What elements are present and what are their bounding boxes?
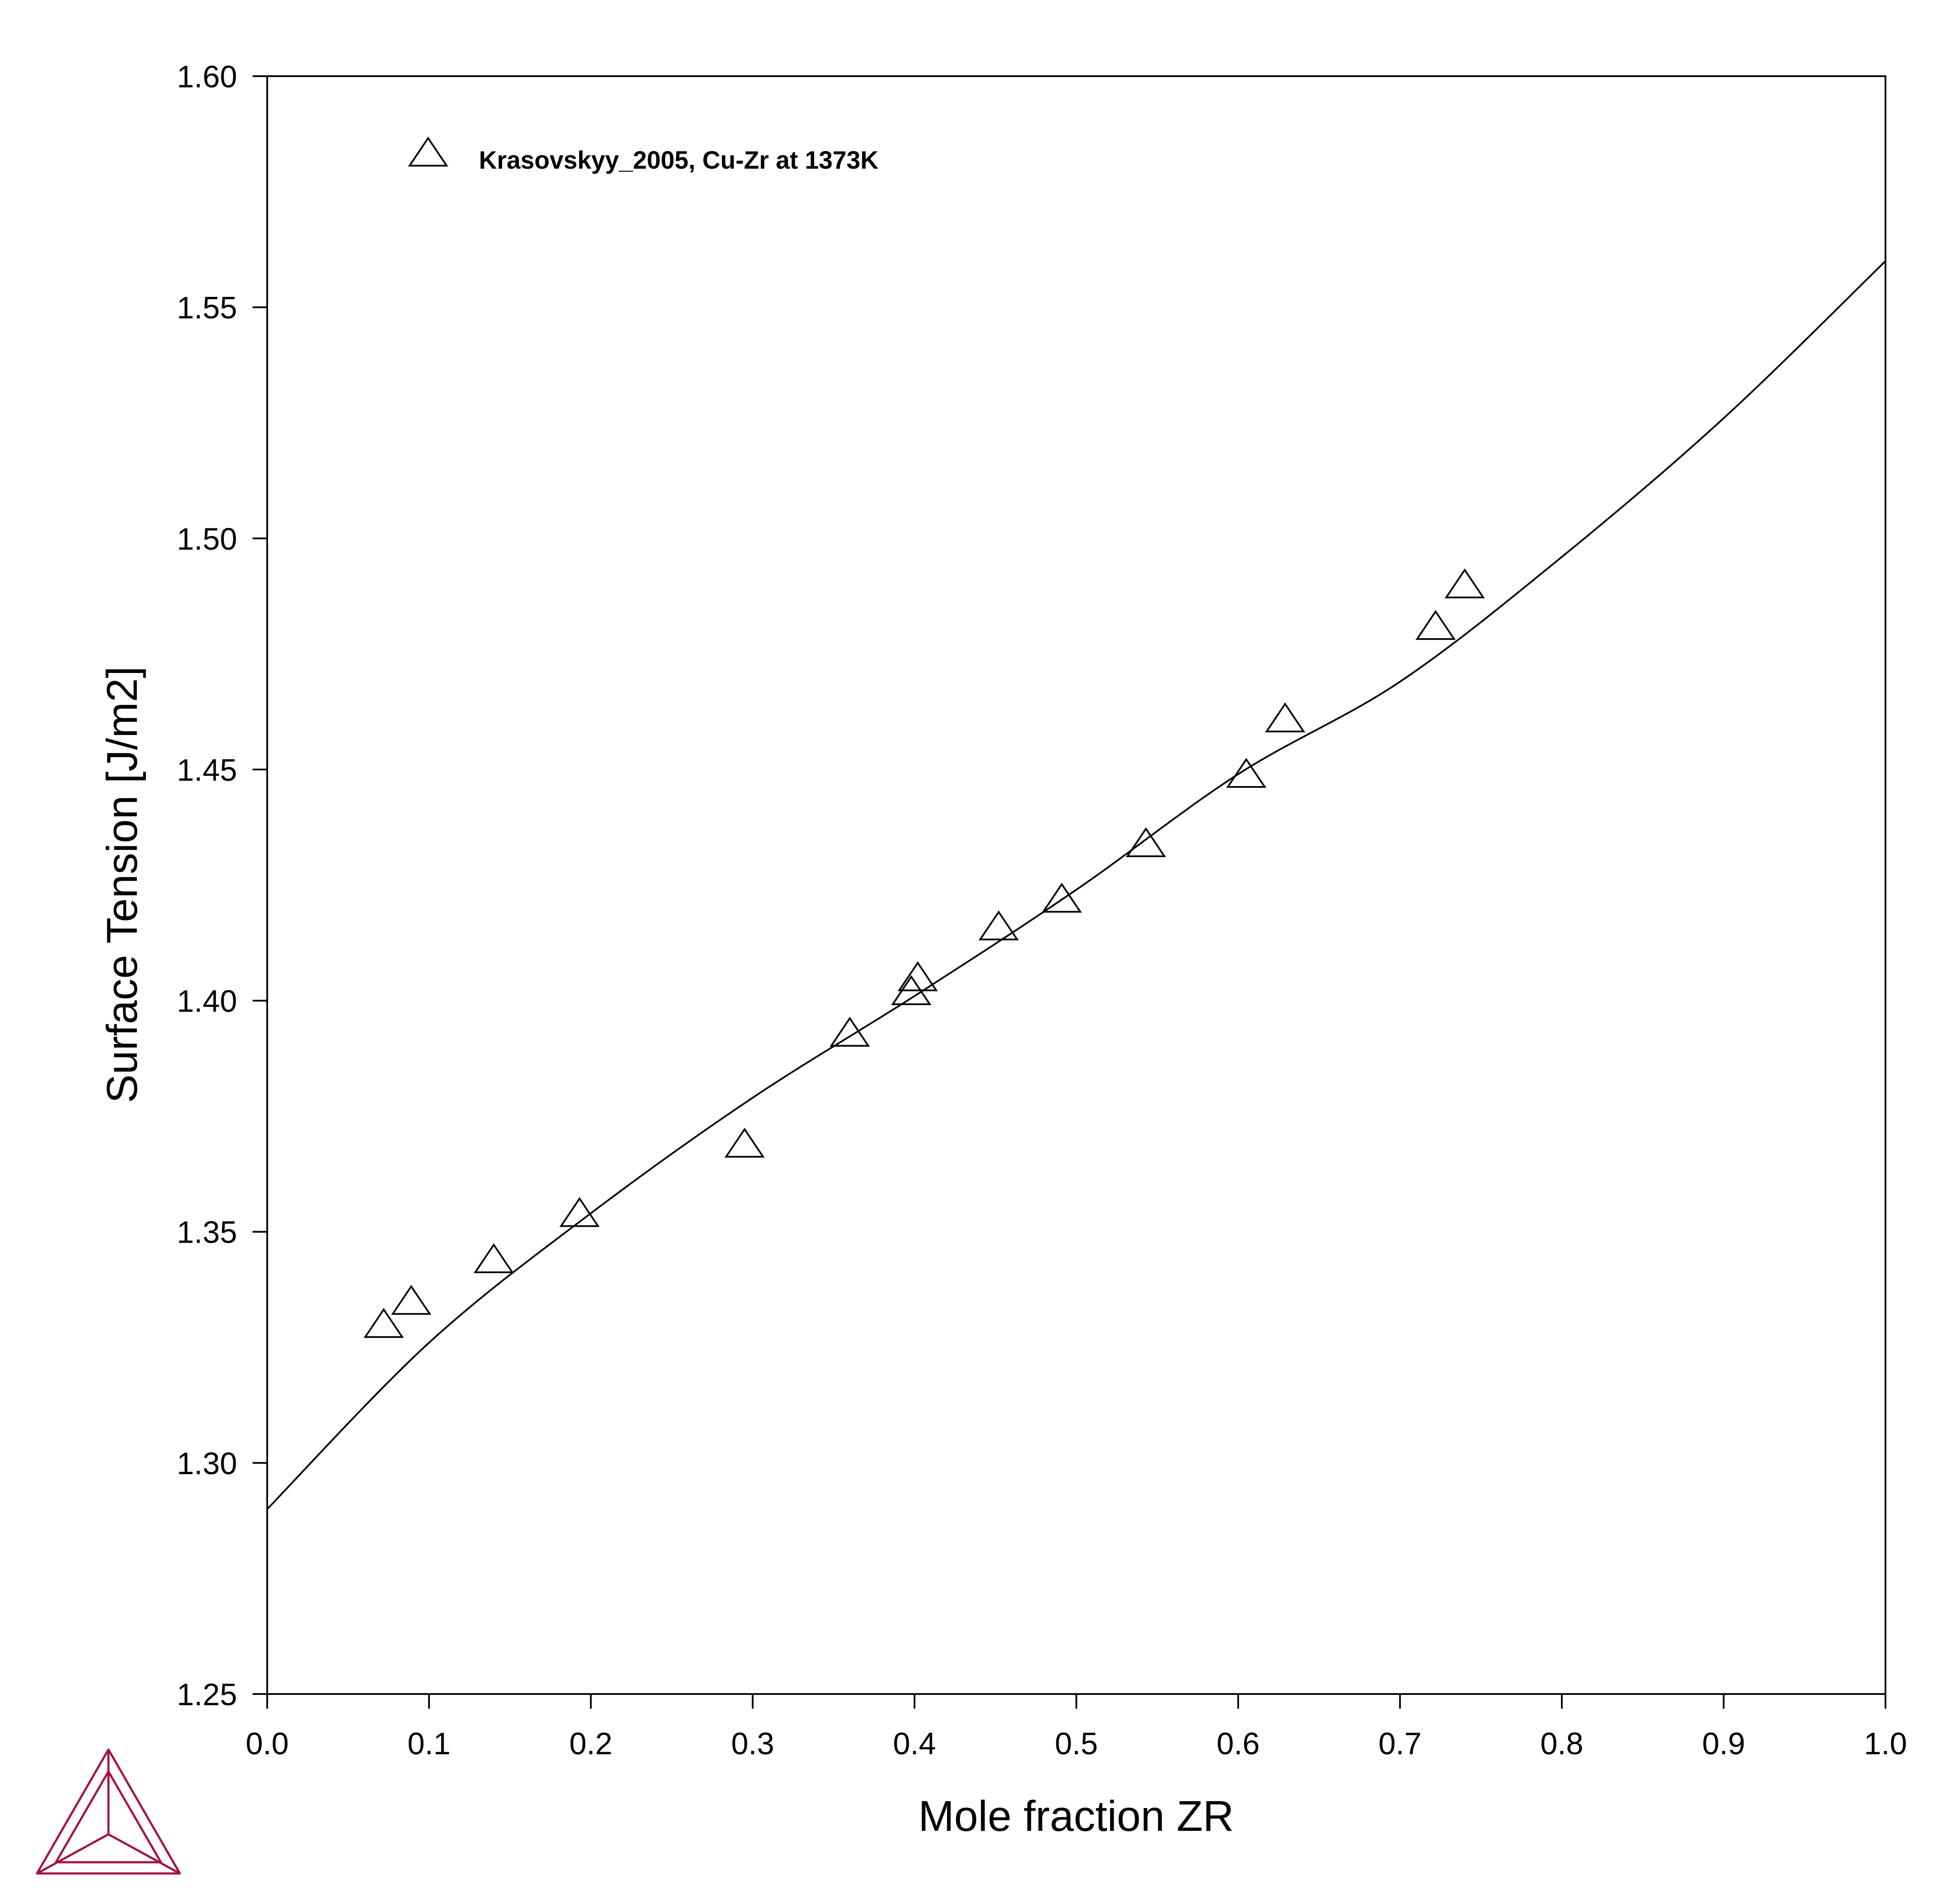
x-tick-label: 0.7	[1379, 1727, 1422, 1761]
data-point-triangle	[724, 1127, 765, 1158]
y-tick-label: 1.40	[177, 984, 237, 1019]
data-point-triangle	[830, 1016, 870, 1047]
model-curve-line	[266, 260, 1886, 1510]
data-point-triangle	[898, 961, 938, 991]
thermo-calc-logo-icon	[36, 1748, 181, 1875]
x-tick-label: 0.8	[1540, 1727, 1583, 1761]
y-tick-label: 1.30	[177, 1447, 237, 1481]
legend-marker-triangle	[408, 136, 448, 167]
data-point-triangle	[391, 1285, 432, 1315]
data-point-triangle	[1041, 883, 1082, 913]
data-point-triangle	[1126, 827, 1166, 858]
y-tick-label: 1.35	[177, 1216, 237, 1250]
y-tick-label: 1.25	[177, 1678, 237, 1712]
y-tick-label: 1.60	[177, 60, 237, 94]
data-point-triangle	[559, 1197, 600, 1227]
x-tick-label: 0.2	[569, 1727, 612, 1761]
y-axis-title: Surface Tension [J/m2]	[98, 666, 146, 1103]
data-point-triangle	[978, 910, 1019, 941]
logo-outer-triangle	[36, 1748, 181, 1875]
logo-inner-triangle	[55, 1770, 162, 1864]
y-tick-label: 1.50	[177, 522, 237, 556]
data-point-triangle	[1226, 758, 1267, 788]
data-point-triangle	[473, 1243, 514, 1273]
y-tick-label: 1.55	[177, 291, 237, 325]
x-axis-title: Mole fraction ZR	[918, 1792, 1234, 1840]
x-axis-ticks: 0.0 0.1 0.2 0.3 0.4 0.5 0.6 0.7 0.8 0.9 1.0	[246, 1694, 1907, 1761]
x-tick-label: 0.5	[1055, 1727, 1098, 1761]
legend: Krasovskyy_2005, Cu-Zr at 1373K	[408, 136, 879, 174]
x-tick-label: 0.4	[893, 1727, 936, 1761]
logo-center-line-left	[36, 1833, 109, 1875]
data-point-triangle	[1265, 702, 1305, 732]
x-tick-label: 0.6	[1217, 1727, 1260, 1761]
series-layer	[266, 260, 1886, 1510]
x-tick-label: 0.9	[1702, 1727, 1745, 1761]
data-point-triangle	[1415, 610, 1456, 640]
y-axis-ticks: 1.25 1.30 1.35 1.40 1.45 1.50 1.55 1.60	[177, 60, 267, 1712]
x-tick-label: 0.1	[407, 1727, 450, 1761]
legend-label: Krasovskyy_2005, Cu-Zr at 1373K	[479, 146, 879, 174]
data-point-triangle	[1444, 568, 1485, 599]
x-tick-label: 0.0	[246, 1727, 289, 1761]
x-tick-label: 1.0	[1864, 1727, 1907, 1761]
logo-center-line-right	[108, 1833, 181, 1875]
x-tick-label: 0.3	[731, 1727, 774, 1761]
data-point-triangle	[364, 1308, 404, 1338]
y-tick-label: 1.45	[177, 753, 237, 787]
